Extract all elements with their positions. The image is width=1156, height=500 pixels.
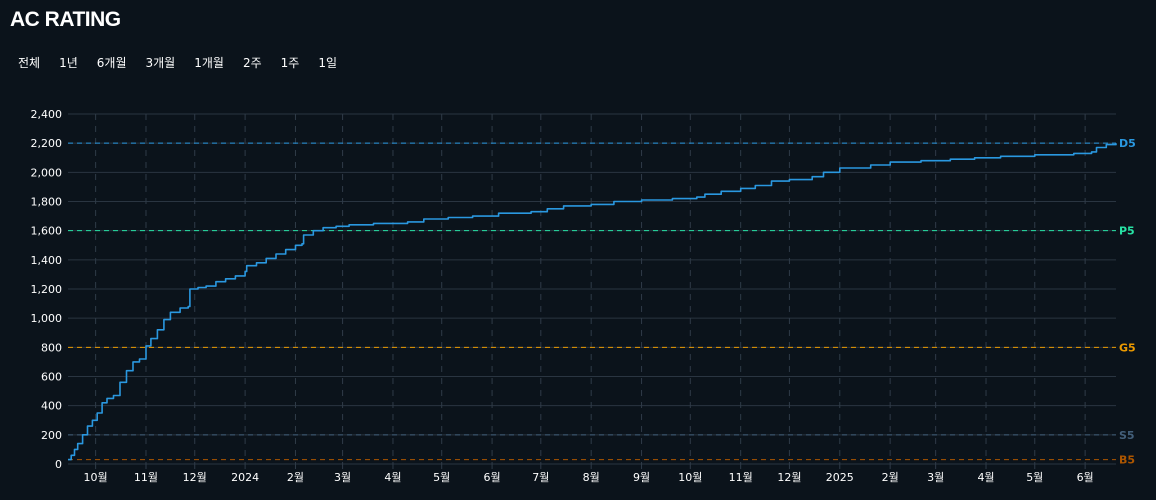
tier-label-p5: P5 bbox=[1119, 225, 1135, 238]
y-tick-label: 0 bbox=[55, 458, 62, 471]
y-tick-label: 2,000 bbox=[31, 166, 63, 179]
x-tick-label: 12월 bbox=[183, 471, 207, 484]
y-tick-label: 1,600 bbox=[31, 225, 63, 238]
x-tick-label: 6월 bbox=[484, 471, 501, 484]
range-6m-button[interactable]: 6개월 bbox=[96, 56, 127, 70]
x-tick-label: 10월 bbox=[84, 471, 108, 484]
range-2w-button[interactable]: 2주 bbox=[242, 56, 262, 70]
x-tick-label: 11월 bbox=[729, 471, 753, 484]
tier-label-b5: B5 bbox=[1119, 454, 1135, 467]
y-tick-label: 2,200 bbox=[31, 137, 63, 150]
x-tick-label: 3월 bbox=[334, 471, 351, 484]
x-tick-label: 7월 bbox=[532, 471, 549, 484]
x-tick-label: 2024 bbox=[231, 471, 259, 484]
x-tick-label: 6월 bbox=[1077, 471, 1094, 484]
x-tick-label: 4월 bbox=[384, 471, 401, 484]
y-tick-label: 1,400 bbox=[31, 254, 63, 267]
x-tick-label: 11월 bbox=[134, 471, 158, 484]
y-tick-label: 1,800 bbox=[31, 196, 63, 209]
x-tick-label: 5월 bbox=[433, 471, 450, 484]
y-tick-label: 1,200 bbox=[31, 283, 63, 296]
x-tick-label: 5월 bbox=[1026, 471, 1043, 484]
x-tick-label: 12월 bbox=[777, 471, 801, 484]
range-selector: 전체 1년 6개월 3개월 1개월 2주 1주 1일 bbox=[18, 54, 356, 71]
y-tick-label: 600 bbox=[41, 371, 62, 384]
x-tick-label: 8월 bbox=[583, 471, 600, 484]
tier-label-s5: S5 bbox=[1119, 429, 1135, 442]
x-tick-label: 10월 bbox=[678, 471, 702, 484]
y-tick-label: 1,000 bbox=[31, 312, 63, 325]
range-1y-button[interactable]: 1년 bbox=[59, 56, 78, 70]
x-tick-label: 2월 bbox=[287, 471, 304, 484]
x-tick-label: 4월 bbox=[977, 471, 994, 484]
page-title: AC RATING bbox=[10, 8, 121, 31]
range-3m-button[interactable]: 3개월 bbox=[145, 56, 176, 70]
y-tick-label: 800 bbox=[41, 341, 62, 354]
x-tick-label: 2월 bbox=[882, 471, 899, 484]
range-all-button[interactable]: 전체 bbox=[18, 56, 41, 70]
y-tick-label: 200 bbox=[41, 429, 62, 442]
range-1w-button[interactable]: 1주 bbox=[280, 56, 300, 70]
tier-label-g5: G5 bbox=[1119, 341, 1136, 354]
y-tick-label: 2,400 bbox=[31, 108, 63, 121]
range-1m-button[interactable]: 1개월 bbox=[194, 56, 224, 70]
tier-label-d5: D5 bbox=[1119, 137, 1136, 150]
x-tick-label: 9월 bbox=[633, 471, 650, 484]
rating-line bbox=[68, 143, 1117, 461]
range-1d-button[interactable]: 1일 bbox=[318, 56, 337, 70]
x-tick-label: 2025 bbox=[826, 471, 854, 484]
x-tick-label: 3월 bbox=[927, 471, 944, 484]
y-tick-label: 400 bbox=[41, 400, 62, 413]
